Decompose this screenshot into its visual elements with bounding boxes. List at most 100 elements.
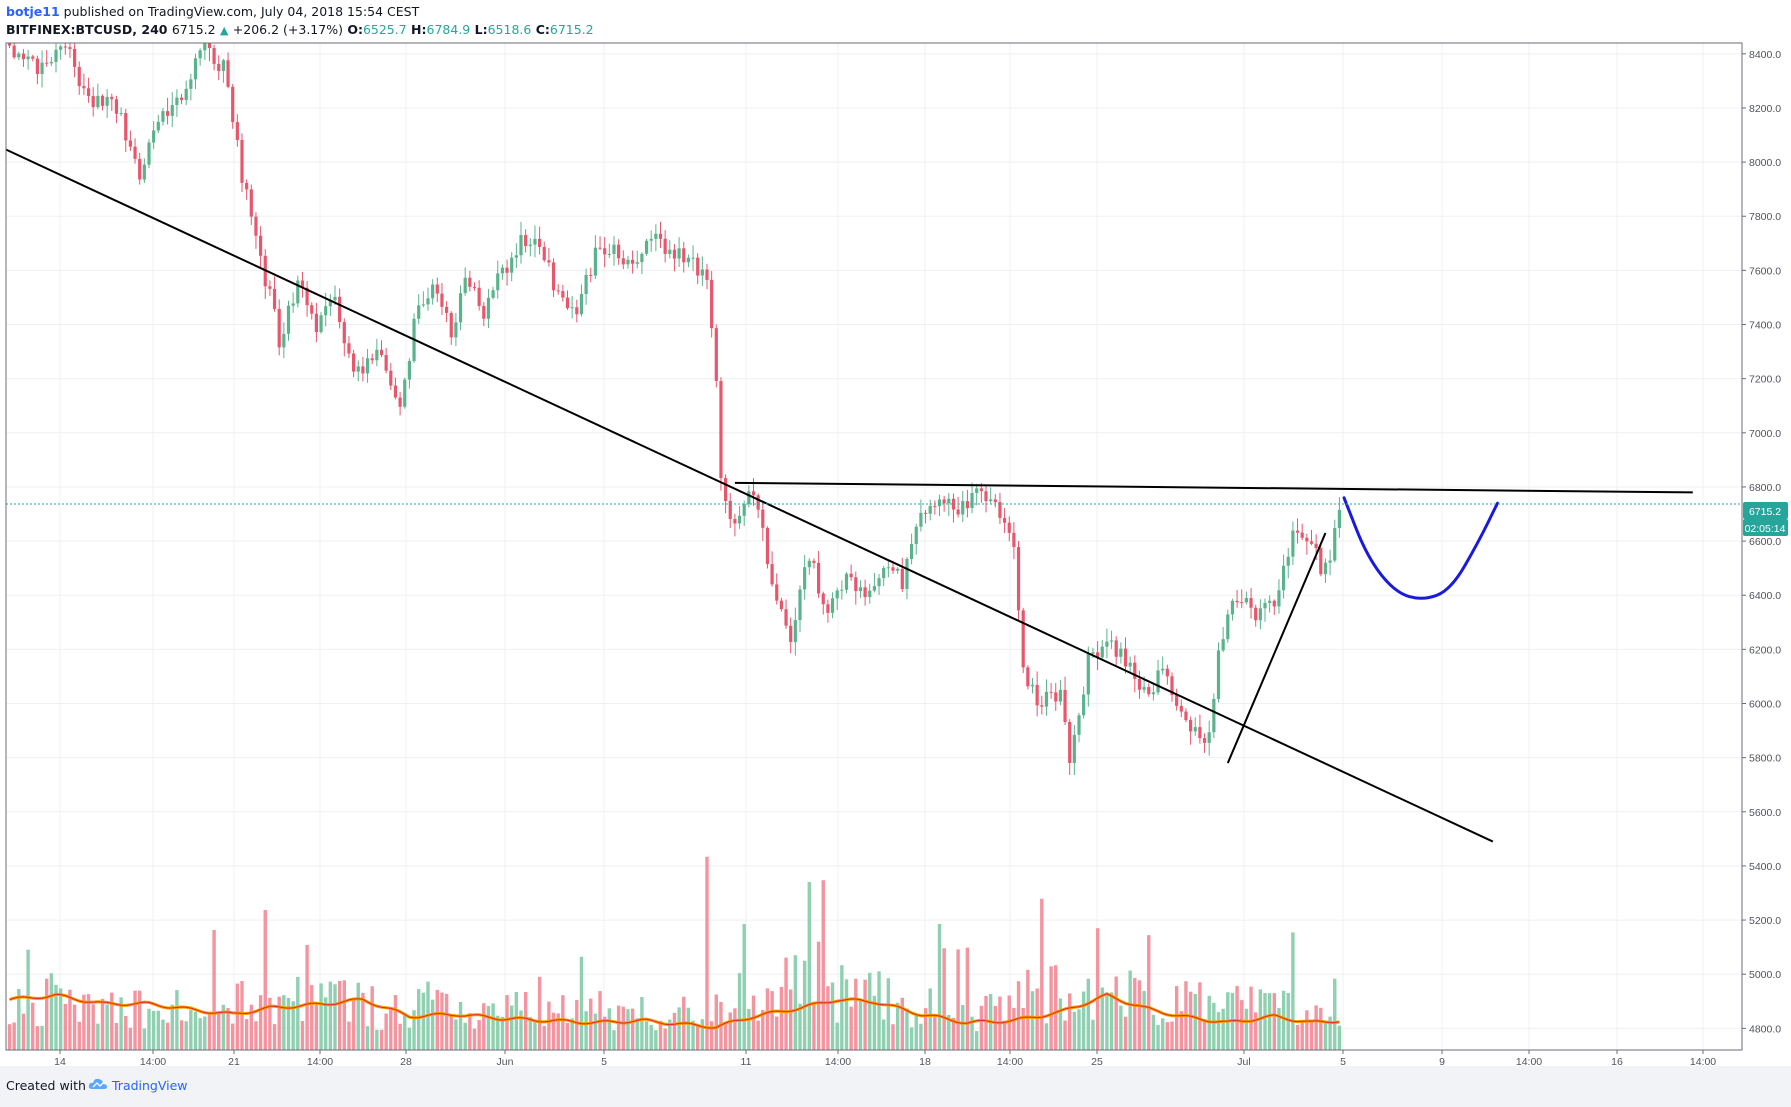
candle-down bbox=[705, 269, 709, 280]
volume-bar bbox=[775, 1016, 779, 1050]
volume-bar bbox=[756, 1020, 760, 1050]
volume-bar bbox=[91, 1004, 95, 1050]
candle-up bbox=[328, 300, 332, 307]
candle-down bbox=[993, 499, 997, 503]
volume-bar bbox=[807, 882, 811, 1050]
high-value: 6784.9 bbox=[426, 22, 471, 37]
candle-up bbox=[612, 244, 616, 254]
volume-bar bbox=[858, 999, 863, 1050]
candle-up bbox=[1328, 560, 1332, 563]
volume-bar bbox=[1216, 1012, 1221, 1050]
candle-down bbox=[556, 290, 560, 292]
volume-bar bbox=[72, 1004, 77, 1050]
candle-up bbox=[793, 620, 797, 643]
candle-down bbox=[658, 233, 663, 239]
volume-bar bbox=[570, 1018, 574, 1050]
candle-down bbox=[352, 353, 356, 372]
volume-bar bbox=[458, 1001, 463, 1050]
volume-bar bbox=[156, 1010, 160, 1050]
candle-down bbox=[1021, 610, 1025, 668]
candle-down bbox=[821, 593, 825, 605]
volume-bar bbox=[407, 1027, 412, 1050]
candle-up bbox=[1030, 684, 1035, 687]
candle-up bbox=[1244, 598, 1248, 603]
volume-bar bbox=[417, 989, 421, 1050]
volume-bar bbox=[175, 990, 179, 1050]
open-label: O: bbox=[347, 22, 363, 37]
volume-bar bbox=[1212, 1002, 1216, 1050]
candle-down bbox=[314, 313, 318, 333]
volume-bar bbox=[616, 1005, 621, 1050]
candle-up bbox=[677, 248, 681, 259]
candle-down bbox=[68, 47, 72, 49]
time-tick-label: 21 bbox=[228, 1056, 240, 1066]
candle-down bbox=[817, 562, 821, 594]
volume-bar bbox=[909, 1027, 914, 1050]
candle-down bbox=[1165, 668, 1169, 677]
tradingview-link[interactable]: TradingView bbox=[112, 1078, 188, 1093]
volume-bar bbox=[1309, 1019, 1314, 1050]
volume-bar bbox=[1333, 978, 1337, 1050]
volume-bar bbox=[389, 1007, 393, 1050]
price-chart[interactable]: 8400.0 8200.0 8000.0 7800.0 7600.0 7400.0 7200… bbox=[0, 0, 1791, 1066]
volume-bar bbox=[1012, 1007, 1016, 1050]
volume-bar bbox=[905, 1008, 909, 1050]
volume-bar bbox=[7, 1024, 12, 1050]
volume-bar bbox=[203, 1016, 207, 1050]
candle-down bbox=[259, 235, 263, 256]
volume-bar bbox=[1305, 1010, 1309, 1050]
volume-bar bbox=[663, 1028, 667, 1050]
volume-bar bbox=[142, 1028, 147, 1050]
candle-down bbox=[1123, 648, 1128, 667]
candle-down bbox=[389, 370, 393, 386]
candle-up bbox=[54, 49, 58, 62]
candle-up bbox=[454, 322, 458, 338]
candle-down bbox=[1114, 640, 1118, 657]
candle-down bbox=[254, 216, 258, 236]
volume-bar bbox=[1147, 935, 1151, 1050]
candle-up bbox=[975, 488, 979, 494]
candle-up bbox=[1286, 556, 1290, 566]
tradingview-cloud-icon bbox=[88, 1078, 107, 1089]
candle-up bbox=[1128, 662, 1132, 667]
candle-up bbox=[286, 305, 291, 334]
volume-bar bbox=[1016, 981, 1021, 1050]
volume-bar bbox=[1263, 993, 1267, 1050]
price-tick-label: 5800.0 bbox=[1749, 753, 1781, 765]
candle-up bbox=[835, 590, 839, 599]
volume-bar bbox=[77, 1021, 81, 1050]
footer: Created with TradingView bbox=[0, 1066, 1791, 1107]
candle-up bbox=[905, 558, 909, 590]
volume-bar bbox=[184, 1021, 188, 1050]
candle-down bbox=[603, 248, 607, 255]
candle-up bbox=[161, 111, 165, 122]
volume-bar bbox=[482, 1003, 486, 1050]
candle-down bbox=[1189, 720, 1193, 732]
volume-bar bbox=[1086, 978, 1090, 1050]
candle-up bbox=[1263, 602, 1267, 609]
candle-up bbox=[1072, 734, 1076, 763]
volume-bar bbox=[1198, 982, 1202, 1050]
price-tick-label: 6000.0 bbox=[1749, 699, 1781, 711]
time-tick-label: 5 bbox=[601, 1056, 607, 1066]
volume-bar bbox=[305, 945, 309, 1050]
candle-down bbox=[719, 380, 723, 479]
candle-up bbox=[989, 499, 993, 502]
volume-bar bbox=[1267, 993, 1272, 1050]
volume-bars bbox=[7, 856, 1342, 1050]
time-tick-label: 25 bbox=[1091, 1056, 1103, 1066]
author-link[interactable]: botje11 bbox=[6, 4, 60, 19]
candle-up bbox=[970, 493, 974, 509]
volume-bar bbox=[510, 1005, 514, 1050]
price-tick-label: 5000.0 bbox=[1749, 969, 1781, 981]
candle-up bbox=[40, 62, 44, 74]
volume-bar bbox=[235, 983, 240, 1050]
volume-bar bbox=[947, 1014, 951, 1050]
volume-bar bbox=[398, 1023, 402, 1050]
candle-down bbox=[589, 274, 593, 276]
volume-bar bbox=[1002, 1020, 1007, 1050]
candle-up bbox=[142, 164, 146, 180]
volume-bar bbox=[393, 995, 398, 1050]
volume-bar bbox=[505, 995, 509, 1050]
candle-up bbox=[319, 315, 323, 333]
